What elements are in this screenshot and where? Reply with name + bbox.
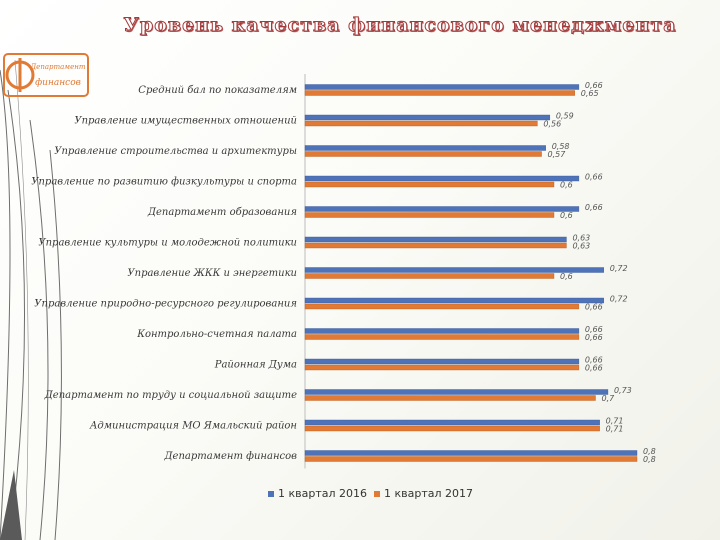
logo-top-text: Департамент (29, 63, 85, 71)
bar-2016 (304, 236, 567, 243)
bar-2017 (304, 273, 555, 279)
category-label: Департамент финансов (163, 451, 297, 462)
bar-2017 (304, 334, 580, 340)
data-label-2016: 0,66 (585, 81, 603, 90)
data-label-2017: 0,66 (585, 303, 603, 312)
bar-2016 (304, 206, 580, 212)
data-label-2017: 0,65 (581, 89, 599, 98)
data-label-2017: 0,7 (602, 394, 616, 403)
bar-2016 (304, 328, 580, 334)
bar-2017 (304, 242, 567, 249)
category-label: Администрация МО Ямальский район (89, 421, 297, 432)
category-label: Департамент по труду и социальной защите (44, 390, 297, 401)
category-label: Контрольно-счетная палата (136, 329, 297, 340)
category-label: Департамент образования (147, 207, 297, 218)
category-label: Районная Дума (214, 360, 297, 371)
bar-2017 (304, 395, 596, 401)
bar-2017 (304, 425, 600, 432)
bar-2016 (304, 145, 546, 151)
bar-2017 (304, 456, 638, 462)
bar-2017 (304, 212, 555, 218)
department-logo: Департамент финансов (3, 53, 89, 97)
bar-2016 (304, 450, 638, 456)
category-label: Средний бал по показателям (138, 85, 297, 96)
bar-2017 (304, 181, 555, 188)
legend-swatch-2016 (268, 491, 274, 497)
data-label-2017: 0,57 (548, 150, 567, 159)
bar-2016 (304, 358, 580, 365)
bar-2016 (304, 267, 604, 273)
data-label-2017: 0,66 (585, 333, 603, 342)
data-label-2017: 0,6 (560, 181, 573, 190)
data-label-2016: 0,63 (572, 234, 590, 243)
page-title: Уровень качества финансового менеджмента (123, 14, 677, 37)
data-label-2017: 0,6 (560, 272, 573, 281)
bar-2016 (304, 419, 600, 426)
data-label-2016: 0,8 (643, 447, 656, 456)
data-label-2016: 0,66 (585, 203, 603, 212)
bar-2017 (304, 90, 575, 96)
data-label-2016: 0,66 (585, 173, 603, 182)
data-label-2016: 0,58 (552, 142, 570, 151)
data-label-2017: 0,6 (560, 211, 573, 220)
data-label-2017: 0,71 (606, 425, 624, 434)
bar-2017 (304, 303, 580, 310)
bar-2017 (304, 151, 542, 157)
data-label-2017: 0,56 (543, 120, 561, 129)
category-label: Управление имущественных отношений (74, 116, 297, 127)
bar-2016 (304, 297, 604, 304)
data-label-2016: 0,72 (610, 295, 628, 304)
data-label-2017: 0,66 (585, 364, 603, 373)
data-label-2016: 0,66 (585, 325, 603, 334)
data-label-2016: 0,72 (610, 264, 628, 273)
data-label-2016: 0,66 (585, 356, 603, 365)
category-label: Управление строительства и архитектуры (54, 146, 297, 157)
bar-2017 (304, 364, 580, 371)
legend-swatch-2017 (374, 491, 380, 497)
logo-bottom-text: финансов (35, 78, 81, 88)
bar-2016 (304, 84, 580, 90)
legend-label-2017: 1 квартал 2017 (384, 487, 473, 500)
legend-label-2016: 1 квартал 2016 (278, 487, 367, 500)
data-label-2016: 0,73 (614, 386, 632, 395)
data-label-2017: 0,63 (572, 242, 590, 251)
category-label: Управление культуры и молодежной политик… (38, 238, 297, 249)
data-label-2016: 0,71 (606, 417, 624, 426)
category-label: Управление природно-ресурсного регулиров… (34, 299, 297, 310)
bar-2016 (304, 389, 609, 395)
data-label-2017: 0,8 (643, 455, 656, 464)
data-label-2016: 0,59 (556, 112, 574, 121)
bar-2016 (304, 114, 551, 121)
bar-2016 (304, 175, 580, 182)
category-label: Управление ЖКК и энергетики (127, 268, 297, 279)
category-label: Управление по развитию физкультуры и спо… (31, 177, 297, 188)
bar-2017 (304, 120, 538, 127)
